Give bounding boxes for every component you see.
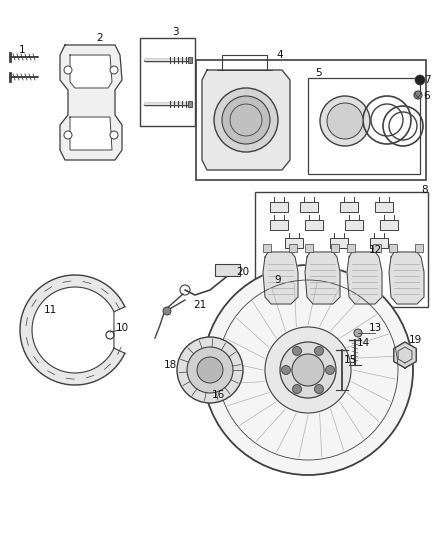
Polygon shape (394, 342, 416, 368)
Circle shape (282, 366, 290, 375)
Circle shape (280, 342, 336, 398)
Bar (270, 202, 288, 212)
Text: 8: 8 (422, 185, 428, 195)
Text: 16: 16 (212, 390, 225, 400)
Bar (289, 244, 297, 252)
Bar (375, 202, 393, 212)
Text: 15: 15 (343, 355, 357, 365)
Text: 21: 21 (193, 300, 207, 310)
Polygon shape (70, 117, 112, 150)
Circle shape (265, 327, 351, 413)
Bar (196, 60, 426, 180)
Circle shape (354, 329, 362, 337)
Circle shape (320, 96, 370, 146)
Circle shape (222, 96, 270, 144)
Circle shape (214, 88, 278, 152)
Text: 18: 18 (163, 360, 177, 370)
Circle shape (325, 366, 335, 375)
Circle shape (197, 357, 223, 383)
Bar (255, 192, 428, 307)
Bar (305, 244, 313, 252)
Bar (389, 244, 397, 252)
Bar (330, 238, 348, 248)
Text: 10: 10 (116, 323, 129, 333)
Polygon shape (305, 252, 340, 304)
Bar (263, 244, 271, 252)
Polygon shape (202, 70, 290, 170)
Text: 12: 12 (368, 245, 381, 255)
Circle shape (414, 91, 422, 99)
Circle shape (163, 307, 171, 315)
Text: 19: 19 (408, 335, 422, 345)
Bar (331, 244, 339, 252)
Text: 6: 6 (424, 91, 430, 101)
Text: 20: 20 (237, 267, 250, 277)
Polygon shape (389, 252, 424, 304)
Circle shape (415, 75, 425, 85)
Polygon shape (347, 252, 382, 304)
Bar (370, 238, 388, 248)
Circle shape (203, 265, 413, 475)
Polygon shape (70, 55, 112, 88)
Bar (373, 244, 381, 252)
Circle shape (64, 131, 72, 139)
Circle shape (110, 131, 118, 139)
Text: 1: 1 (19, 45, 25, 55)
Text: 9: 9 (275, 275, 281, 285)
Bar (188, 101, 192, 107)
Bar (340, 202, 358, 212)
Text: 11: 11 (43, 305, 57, 315)
Circle shape (293, 384, 301, 393)
Circle shape (314, 384, 324, 393)
Bar (285, 238, 303, 248)
Text: 2: 2 (97, 33, 103, 43)
Bar (380, 220, 398, 230)
Bar (140, 38, 195, 126)
Bar (188, 57, 192, 63)
Circle shape (293, 346, 301, 356)
Circle shape (292, 354, 324, 386)
Text: 4: 4 (277, 50, 283, 60)
Polygon shape (20, 275, 125, 385)
Polygon shape (60, 45, 122, 160)
Bar (300, 202, 318, 212)
Circle shape (327, 103, 363, 139)
Circle shape (64, 66, 72, 74)
Bar (345, 220, 363, 230)
Circle shape (178, 365, 188, 375)
Bar (347, 244, 355, 252)
Bar (215, 264, 240, 276)
Circle shape (177, 337, 243, 403)
Circle shape (314, 346, 324, 356)
Circle shape (110, 66, 118, 74)
Bar (415, 244, 423, 252)
Text: 7: 7 (424, 75, 430, 85)
Text: 14: 14 (357, 338, 370, 348)
Bar (270, 220, 288, 230)
Text: 3: 3 (172, 27, 178, 37)
Circle shape (187, 347, 233, 393)
Polygon shape (263, 252, 298, 304)
Bar (305, 220, 323, 230)
Text: 5: 5 (314, 68, 321, 78)
Text: 13: 13 (368, 323, 381, 333)
Bar (308, 78, 420, 174)
